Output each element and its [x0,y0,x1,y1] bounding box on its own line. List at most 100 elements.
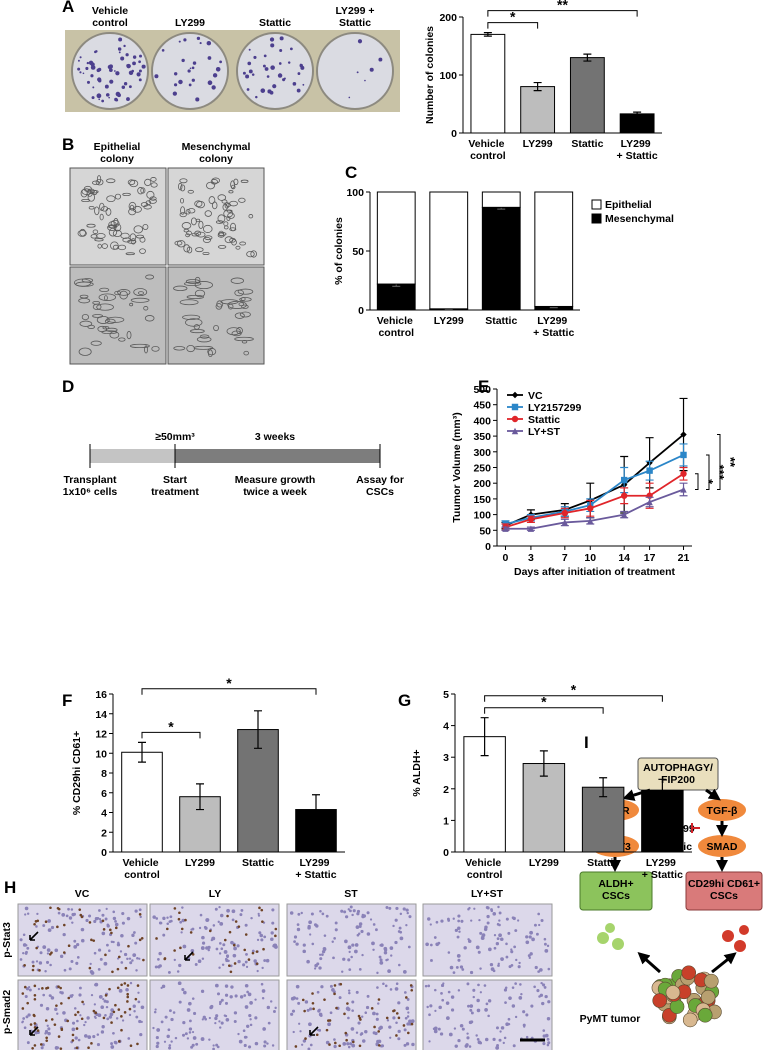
nucleus [45,1031,49,1034]
colony-dot [118,51,121,54]
colony-dot [192,61,197,65]
error-bar [254,710,262,749]
point [620,476,628,484]
nucleus [47,919,51,923]
nucleus [181,987,185,992]
colony-dot [242,71,246,75]
nucleus [49,994,52,997]
nucleus [246,990,249,994]
nucleus [42,993,46,997]
colony-dot [278,62,282,65]
nucleus [73,939,77,943]
error-bar [138,741,146,763]
nucleus [226,908,230,913]
nucleus [190,949,195,953]
nucleus [397,1001,401,1005]
nucleus [487,1014,490,1018]
colony-dot [248,69,253,74]
nucleus [425,942,429,947]
nucleus [505,942,508,946]
stained-nucleus [74,1013,77,1017]
nucleus [188,1001,192,1006]
stained-nucleus [33,993,37,997]
y-tick-label: 1 [443,815,449,827]
cell [183,281,202,287]
nucleus [452,971,456,974]
tumor-cell [700,989,716,1005]
nucleus [318,1028,322,1032]
nucleus [300,911,303,915]
colony-dot [260,88,266,93]
nucleus [133,931,136,934]
stained-nucleus [90,938,93,942]
ihc-image [17,979,148,1050]
nucleus [47,1031,51,1036]
colony-dot [173,72,178,76]
nucleus [263,935,267,939]
colony-dot [86,80,90,84]
arrow [184,951,194,961]
node-label: PyMT tumor [580,1013,641,1025]
nucleus [126,957,129,961]
nucleus [467,1004,470,1008]
nucleus [191,927,195,931]
nucleus [372,1031,376,1035]
nucleus [218,952,222,955]
cell [243,350,249,356]
nucleus [389,988,393,991]
nucleus [517,965,521,969]
nucleus [479,967,482,970]
nucleus [505,1022,510,1027]
stained-nucleus [140,937,144,940]
nucleus [24,952,28,955]
stained-nucleus [71,1039,75,1042]
nucleus [358,922,363,926]
point [646,467,653,474]
nucleus [176,970,180,973]
colony-dot [121,85,126,89]
stained-nucleus [378,1044,381,1047]
ihc-images [17,903,553,1050]
nucleus [349,909,352,913]
nucleus [433,936,437,939]
cell [241,340,248,344]
cell [151,345,160,352]
colony-dot [263,54,267,58]
y-tick-label: 6 [101,788,107,800]
legend-swatch [591,213,602,224]
nucleus [240,909,244,912]
nucleus [106,1017,110,1021]
significance-bracket [487,10,638,17]
csc-icons [597,923,749,952]
colony-images [69,167,265,365]
nucleus [261,989,266,993]
nucleus [507,931,511,935]
stained-nucleus [60,1002,63,1005]
x-tick-label: Stattic [485,315,517,327]
colony-dot [79,71,82,74]
stained-nucleus [123,982,127,985]
nucleus [457,958,461,962]
significance-bracket [695,473,699,490]
y-tick-label: 0 [358,305,364,317]
cell [130,297,150,303]
stained-nucleus [370,1007,374,1010]
nucleus [544,994,548,999]
stained-nucleus [377,998,381,1001]
nucleus [26,946,30,950]
nucleus [307,924,311,929]
nucleus [98,918,102,921]
nucleus [387,969,391,973]
bar [237,729,279,853]
nucleus [99,957,103,961]
arrow [29,1026,39,1036]
nucleus [372,948,375,952]
nucleus [133,1010,136,1013]
nucleus [242,1029,246,1033]
cell [118,337,126,342]
nucleus [382,982,385,986]
nucleus [199,913,203,917]
x-tick-label: LY299 + Stattic [642,857,683,881]
nucleus [407,1011,410,1014]
y-tick-label: 0 [451,128,457,140]
